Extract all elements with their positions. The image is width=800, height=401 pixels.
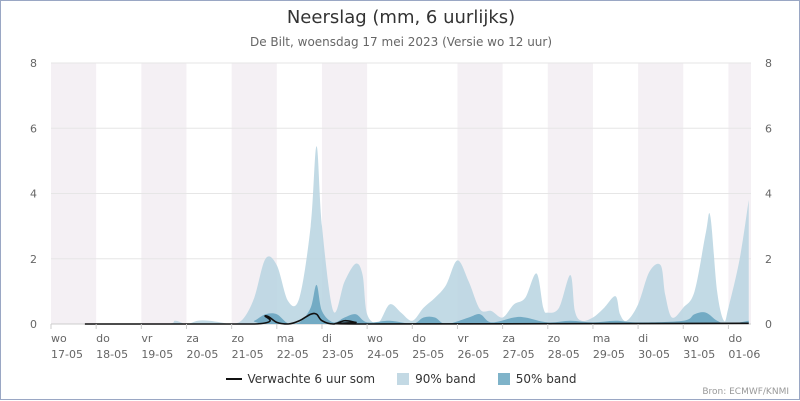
legend-swatch-forecast	[225, 378, 242, 380]
axes: 0 0 2 2 4 4 6 6 8 8 wo 17-05 do 18-05 vr 19-05 za 20-05 zo…	[30, 57, 772, 361]
x-tick-date-6: 23-05	[322, 348, 354, 361]
y-tick-right-2: 2	[765, 253, 772, 266]
x-tick-day-12: ma	[593, 332, 610, 345]
x-tick-date-15: 01-06	[728, 348, 760, 361]
y-tick-right-0: 0	[765, 318, 772, 331]
x-tick-day-10: za	[503, 332, 516, 345]
x-tick-day-3: za	[186, 332, 199, 345]
chart-subtitle: De Bilt, woensdag 17 mei 2023 (Versie wo…	[249, 35, 553, 49]
x-tick-day-0: wo	[51, 332, 67, 345]
legend-item-90-band[interactable]: 90% band	[397, 372, 476, 386]
x-tick-day-2: vr	[141, 332, 153, 345]
y-tick-right-8: 8	[765, 57, 772, 70]
x-tick-day-5: ma	[277, 332, 294, 345]
legend-item-50-band[interactable]: 50% band	[497, 372, 577, 386]
x-tick-date-3: 20-05	[186, 348, 218, 361]
y-tick-left-0: 0	[30, 318, 37, 331]
x-tick-date-11: 28-05	[548, 348, 580, 361]
legend: Verwachte 6 uur som 90% band 50% band	[1, 372, 800, 386]
x-tick-date-12: 29-05	[593, 348, 625, 361]
y-tick-left-4: 4	[30, 188, 37, 201]
x-tick-date-0: 17-05	[51, 348, 83, 361]
x-tick-date-1: 18-05	[96, 348, 128, 361]
x-tick-day-4: zo	[232, 332, 245, 345]
source-credit: Bron: ECMWF/KNMI	[702, 387, 789, 397]
x-tick-day-14: wo	[683, 332, 699, 345]
series-line-forecast	[84, 312, 749, 325]
legend-label-90-band: 90% band	[415, 372, 476, 386]
x-tick-date-14: 31-05	[683, 348, 715, 361]
chart-title: Neerslag (mm, 6 uurlijks)	[286, 7, 516, 28]
x-tick-day-8: do	[412, 332, 426, 345]
x-tick-date-13: 30-05	[638, 348, 670, 361]
y-tick-left-8: 8	[30, 57, 37, 70]
x-tick-day-13: di	[638, 332, 648, 345]
series-areas	[84, 146, 749, 325]
x-tick-day-7: wo	[367, 332, 383, 345]
x-tick-date-5: 22-05	[277, 348, 309, 361]
y-tick-left-2: 2	[30, 253, 37, 266]
x-tick-day-6: di	[322, 332, 332, 345]
x-tick-date-9: 26-05	[457, 348, 489, 361]
x-tick-day-9: vr	[457, 332, 469, 345]
legend-label-50-band: 50% band	[515, 372, 577, 386]
legend-label-forecast: Verwachte 6 uur som	[247, 372, 376, 386]
y-tick-right-4: 4	[765, 188, 772, 201]
x-tick-date-7: 24-05	[367, 348, 399, 361]
x-tick-date-8: 25-05	[412, 348, 444, 361]
x-tick-day-11: zo	[548, 332, 561, 345]
legend-item-forecast[interactable]: Verwachte 6 uur som	[225, 372, 376, 386]
x-tick-date-2: 19-05	[141, 348, 173, 361]
y-tick-right-6: 6	[765, 122, 772, 135]
x-tick-day-15: do	[728, 332, 742, 345]
legend-swatch-90-band	[397, 373, 410, 385]
x-tick-day-1: do	[96, 332, 110, 345]
x-tick-date-10: 27-05	[503, 348, 535, 361]
legend-swatch-50-band	[497, 373, 510, 385]
y-tick-left-6: 6	[30, 122, 37, 135]
x-tick-date-4: 21-05	[232, 348, 264, 361]
